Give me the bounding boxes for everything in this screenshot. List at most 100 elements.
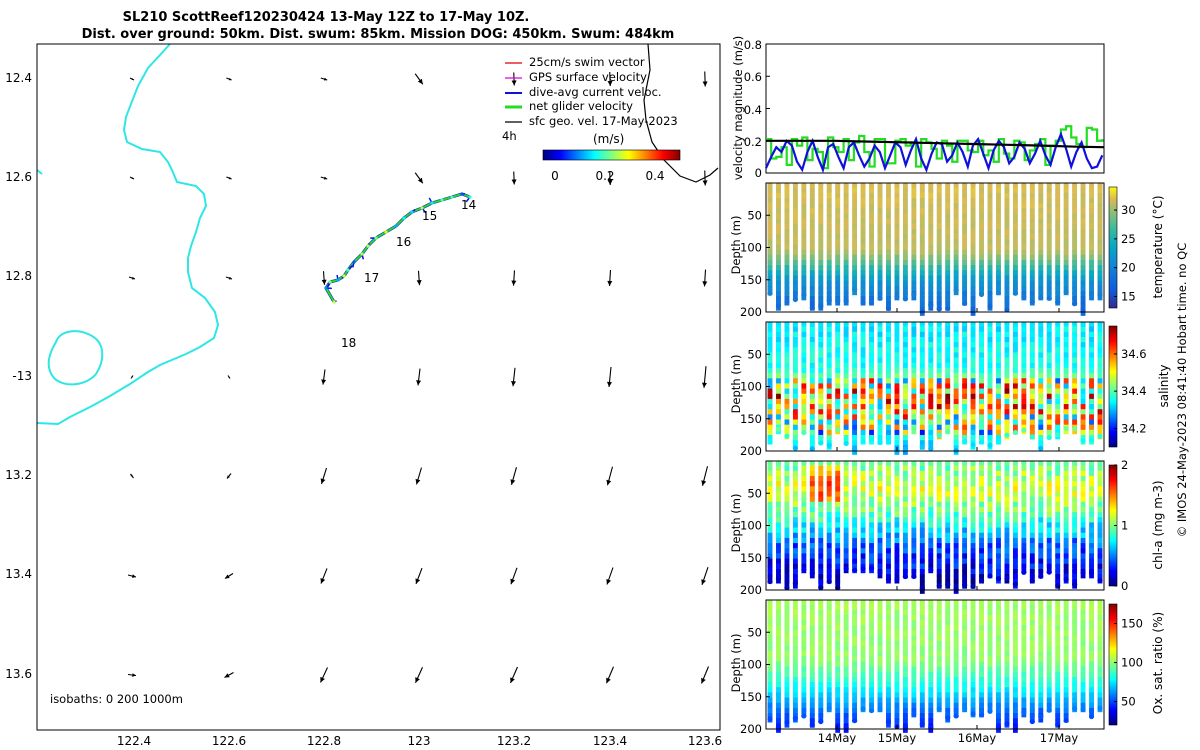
section-cell (809, 625, 815, 635)
section-cell (902, 481, 908, 491)
profile-top-marker (792, 599, 798, 605)
section-cell (826, 522, 832, 532)
section-cell (945, 270, 951, 280)
section-cell (843, 362, 849, 373)
section-cell (877, 331, 883, 342)
section-cell (1038, 378, 1044, 388)
section-cell (1089, 203, 1094, 213)
section-cell (877, 383, 883, 393)
section-cell (919, 574, 925, 584)
section-cell (1089, 563, 1094, 574)
section-cell (1012, 234, 1018, 244)
section-cell (1097, 352, 1103, 362)
section-cell (1089, 187, 1094, 198)
section-cell (826, 290, 832, 301)
section-cell (886, 666, 891, 677)
section-cell (877, 234, 883, 244)
section-cell (894, 506, 900, 517)
profile-top-marker (1055, 599, 1061, 605)
section-cell (792, 548, 798, 558)
section-cell (1097, 393, 1103, 404)
section-cell (1012, 393, 1018, 404)
section-cell (1072, 537, 1078, 548)
section-cell (860, 367, 866, 378)
section-cell (809, 244, 815, 254)
section-cell (962, 645, 968, 656)
section-cell (784, 331, 790, 342)
section-cell (792, 470, 798, 481)
section-cell (869, 228, 874, 239)
section-cell (979, 331, 984, 342)
section-cell (953, 609, 959, 620)
section-cell (1004, 640, 1010, 651)
section-cell (928, 429, 934, 440)
profile-top-marker (919, 321, 925, 327)
section-cell (886, 671, 891, 682)
section-cell (852, 614, 858, 625)
section-cell (953, 501, 959, 512)
section-cell (835, 661, 841, 671)
section-cell (826, 574, 832, 584)
section-cell (860, 223, 866, 234)
section-cell (953, 197, 959, 208)
section-cell (945, 187, 951, 198)
section-cell (953, 574, 959, 584)
section-cell (843, 414, 849, 424)
section-cell (1097, 373, 1103, 383)
section-cell (1004, 625, 1010, 635)
section-cell (1072, 326, 1078, 337)
section-cell (1021, 501, 1027, 512)
section-cell (809, 676, 815, 687)
section-cell (996, 378, 1001, 388)
section-cell (767, 707, 773, 718)
section-cell (1055, 651, 1061, 661)
section-cell (1097, 651, 1103, 661)
section-cell (936, 620, 942, 630)
profile-top-marker (919, 599, 925, 605)
section-cell (809, 362, 815, 373)
profile-top-marker (818, 321, 824, 327)
section-cell (784, 265, 790, 275)
section-cell (1038, 568, 1044, 579)
section-cell (1055, 398, 1061, 409)
section-cell (852, 512, 858, 522)
section-cell (776, 620, 781, 630)
section-cell (1080, 197, 1086, 208)
section-cell (1012, 666, 1018, 677)
section-cell (945, 661, 951, 671)
profile-bottom-marker (1029, 434, 1035, 440)
section-cell (784, 574, 790, 584)
section-cell (1004, 656, 1010, 666)
velocity-ytick: 0.2 (744, 135, 762, 149)
section-cell (869, 192, 874, 203)
section-cell (1029, 517, 1035, 527)
section-cell (809, 522, 815, 532)
section-cell (886, 218, 891, 229)
section-cell (860, 419, 866, 430)
section-cell (1080, 270, 1086, 280)
section-cell (860, 697, 866, 708)
section-cell (970, 383, 976, 393)
section-cell (843, 404, 849, 414)
section-cell (852, 404, 858, 414)
section-cell (1029, 630, 1035, 640)
section-cell (792, 259, 798, 270)
section-cell (1097, 378, 1103, 388)
profile-bottom-marker (1055, 582, 1061, 589)
section-cell (987, 357, 993, 368)
section-cell (767, 676, 773, 687)
section-cell (852, 435, 858, 445)
section-cell (1063, 697, 1069, 708)
section-cell (1072, 367, 1078, 378)
section-cell (1063, 326, 1069, 337)
section-cell (869, 630, 874, 640)
section-cell (835, 512, 841, 522)
section-cell (919, 203, 925, 213)
section-cell (852, 517, 858, 527)
section-cell (1021, 352, 1027, 362)
section-cell (1097, 625, 1103, 635)
section-cell (1038, 435, 1044, 445)
section-cell (860, 290, 866, 301)
profile-bottom-marker (801, 429, 807, 436)
section-cell (928, 424, 934, 435)
